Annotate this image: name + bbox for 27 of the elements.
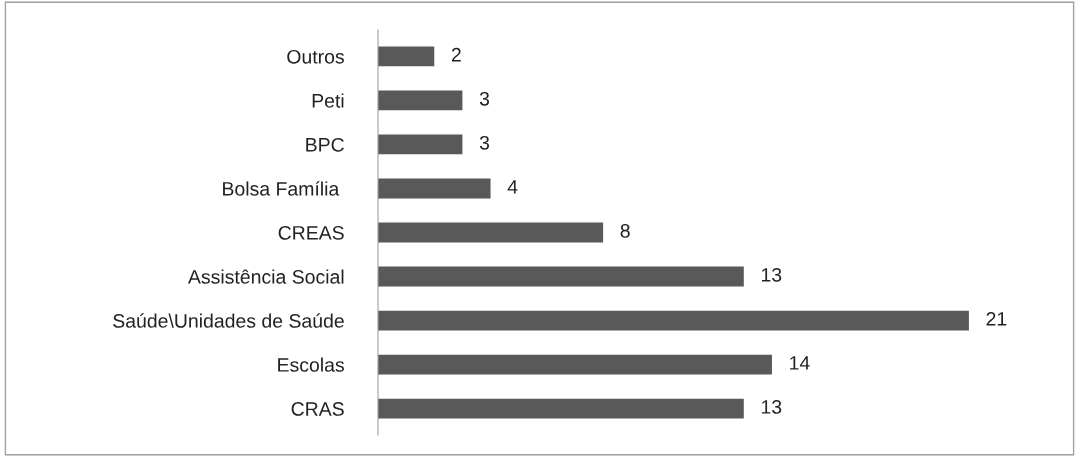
data-label: 2 [451,47,461,62]
data-label: 3 [479,135,490,150]
bar [378,222,604,243]
bar [378,398,744,419]
y-tick-label: BPC [306,137,344,152]
bar [378,310,969,331]
data-label: 13 [761,400,782,414]
data-label: 14 [790,356,810,370]
y-tick-label: Bolsa Família [223,181,340,196]
data-label: 3 [479,91,490,106]
y-tick-label: Assistência Social [188,269,344,284]
y-tick-label: Saúde\Unidades de Saúde [113,313,344,328]
data-label: 21 [986,311,1007,326]
y-tick-label: CRAS [291,402,344,416]
y-tick-label: Escolas [278,357,344,372]
bar [378,134,463,155]
y-tick-label: Outros [287,49,344,64]
bar [378,354,772,375]
bar [378,90,463,111]
bar [378,266,744,287]
bar [378,46,435,67]
data-label: 4 [507,180,518,194]
y-tick-label: Peti [312,93,344,108]
data-label: 13 [761,267,782,282]
y-tick-label: CREAS [278,225,344,240]
bar [378,178,491,199]
data-label: 8 [620,223,630,238]
